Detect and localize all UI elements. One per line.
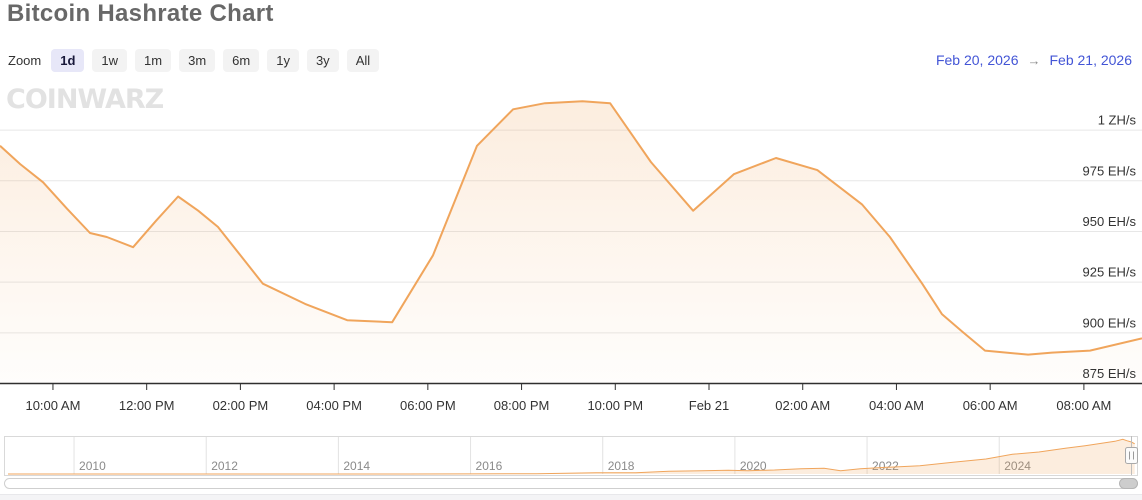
- zoom-toolbar: Zoom 1d 1w 1m 3m 6m 1y 3y All: [8, 48, 380, 72]
- y-axis-label: 975 EH/s: [1083, 163, 1137, 178]
- arrow-right-icon: →: [1027, 52, 1041, 68]
- navigator[interactable]: 2010 2012 2014 2016 2018 2020 2022 2024: [4, 436, 1138, 476]
- x-axis-label: 08:00 PM: [494, 398, 550, 413]
- zoom-range-button-3y[interactable]: 3y: [306, 48, 339, 72]
- zoom-range-button-6m[interactable]: 6m: [223, 48, 260, 72]
- zoom-label: Zoom: [8, 52, 42, 68]
- x-axis-label: 04:00 PM: [306, 398, 362, 413]
- x-axis-label: 02:00 PM: [213, 398, 269, 413]
- x-axis: 10:00 AM 12:00 PM 02:00 PM 04:00 PM 06:00 PM…: [0, 382, 1142, 413]
- y-axis-label: 1 ZH/s: [1098, 113, 1137, 128]
- navigator-year-label: 2012: [211, 459, 238, 473]
- navigator-year-label: 2024: [1004, 459, 1031, 473]
- zoom-range-group: 1d 1w 1m 3m 6m 1y 3y All: [51, 48, 380, 72]
- coinwarz-watermark: CoinWarz: [6, 84, 164, 115]
- x-axis-label: 06:00 AM: [963, 398, 1018, 413]
- y-axis-label: 950 EH/s: [1083, 214, 1137, 229]
- zoom-range-button-1w[interactable]: 1w: [92, 48, 128, 72]
- zoom-range-button-1y[interactable]: 1y: [267, 48, 299, 72]
- date-range: Feb 20, 2026 → Feb 21, 2026: [936, 52, 1132, 68]
- hashrate-area: [0, 101, 1142, 383]
- hashrate-line[interactable]: [0, 100, 1142, 356]
- navigator-year-label: 2014: [343, 459, 370, 473]
- zoom-range-button-1d[interactable]: 1d: [51, 48, 85, 72]
- navigator-year-label: 2016: [476, 459, 503, 473]
- x-axis-label: 12:00 PM: [119, 398, 175, 413]
- scrollbar-thumb[interactable]: [1119, 478, 1138, 489]
- page-scrollbar-strip: [0, 494, 1142, 500]
- navigator-year-label: 2022: [872, 459, 899, 473]
- y-axis-label: 925 EH/s: [1083, 265, 1137, 280]
- navigator-series: [8, 438, 1135, 475]
- x-axis-label: 02:00 AM: [775, 398, 830, 413]
- navigator-year-label: 2018: [608, 459, 635, 473]
- y-axis-labels: 875 EH/s 900 EH/s 925 EH/s 950 EH/s 975 EH/s…: [1083, 113, 1137, 381]
- navigator-year-label: 2010: [79, 459, 106, 473]
- date-to[interactable]: Feb 21, 2026: [1049, 52, 1132, 68]
- y-axis-label: 875 EH/s: [1083, 366, 1137, 381]
- hashrate-line-series[interactable]: [0, 100, 1142, 356]
- page-title: Bitcoin Hashrate Chart: [7, 0, 274, 27]
- date-from[interactable]: Feb 20, 2026: [935, 52, 1019, 68]
- zoom-range-button-3m[interactable]: 3m: [179, 48, 216, 72]
- zoom-range-button-1m[interactable]: 1m: [135, 48, 172, 72]
- x-axis-label: 10:00 AM: [25, 398, 80, 413]
- x-axis-label: 10:00 PM: [587, 398, 643, 413]
- navigator-year-label: 2020: [740, 459, 767, 473]
- zoom-range-button-All[interactable]: All: [346, 48, 380, 72]
- scrollbar-track[interactable]: [4, 478, 1138, 489]
- x-axis-label: 04:00 AM: [869, 398, 924, 413]
- x-axis-label: 08:00 AM: [1056, 398, 1111, 413]
- navigator-handle[interactable]: [1125, 436, 1138, 475]
- x-axis-label: 06:00 PM: [400, 398, 456, 413]
- hashrate-area-series: [0, 101, 1142, 383]
- x-axis-label: Feb 21: [689, 398, 729, 413]
- y-axis-label: 900 EH/s: [1083, 315, 1137, 330]
